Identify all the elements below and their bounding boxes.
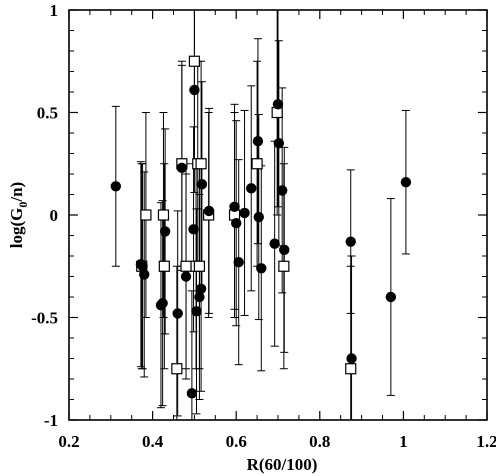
y-axis-title-subscript: 0 (16, 202, 30, 208)
data-point-circle (252, 136, 264, 147)
y-tick-label: 0.5 (37, 104, 58, 123)
x-tick-label: 0.2 (58, 432, 79, 451)
data-point-circle (273, 138, 285, 149)
x-tick-label: 0.4 (142, 432, 164, 451)
data-point-circle (191, 306, 202, 317)
data-point-circle (256, 263, 267, 274)
data-point-circle (176, 162, 188, 174)
data-point-circle (172, 308, 183, 319)
data-point-circle (196, 179, 208, 190)
y-tick-label: -1 (44, 411, 58, 430)
data-point-circle (279, 244, 290, 256)
data-point-square (195, 158, 207, 170)
data-point-square (188, 55, 200, 67)
data-point-circle (139, 269, 150, 280)
data-point-circle (231, 218, 242, 229)
data-point-circle (203, 205, 215, 217)
data-point-square (180, 260, 192, 272)
data-point-circle (188, 224, 199, 235)
x-tick-label: 0.6 (226, 432, 247, 451)
data-point-square (278, 260, 290, 272)
data-point-circle (239, 207, 250, 219)
x-tick-label: 0.8 (309, 432, 330, 451)
data-point-circle (186, 388, 198, 399)
data-point-circle (253, 211, 264, 223)
y-tick-labels: -1 -0.5 0 0.5 1 (31, 1, 58, 430)
data-point-circle (269, 238, 280, 249)
x-tick-label: 1.2 (476, 432, 496, 451)
data-point-circle (157, 297, 168, 309)
y-tick-label: 0 (50, 206, 59, 225)
data-point-square (140, 209, 152, 221)
data-point-circle (346, 353, 357, 364)
data-point-circle (345, 236, 356, 247)
data-point-circle (110, 181, 122, 192)
data-point-circle (233, 256, 244, 268)
data-point-circle (137, 261, 148, 272)
data-point-square (158, 260, 170, 272)
y-axis-title: log(G0/n) (7, 182, 30, 248)
data-point-circle (385, 291, 397, 303)
x-tick-label: 1 (399, 432, 408, 451)
data-point-square (345, 363, 357, 375)
data-point-circle (246, 183, 257, 194)
data-point-circle (195, 283, 207, 294)
data-point-circle (272, 99, 284, 110)
x-tick-labels: 0.2 0.4 0.6 0.8 1 1.2 (58, 432, 496, 451)
y-axis-title-prefix: log(G (7, 208, 26, 249)
data-markers (110, 55, 412, 399)
data-point-circle (159, 226, 171, 237)
data-point-circle (189, 84, 200, 96)
data-point-square (171, 363, 183, 375)
data-point-circle (180, 271, 192, 282)
x-axis-title: R(60/100) (247, 455, 318, 474)
y-tick-label: 1 (50, 1, 59, 20)
data-point-circle (194, 291, 205, 303)
data-point-circle (400, 177, 412, 188)
data-point-circle (276, 185, 288, 196)
data-point-square (193, 260, 206, 272)
y-axis-title-suffix: /n) (7, 182, 26, 203)
data-point-square (251, 158, 263, 170)
y-tick-label: -0.5 (31, 309, 58, 328)
data-point-circle (229, 201, 240, 212)
data-point-square (157, 209, 170, 221)
plot-frame (68, 9, 488, 421)
